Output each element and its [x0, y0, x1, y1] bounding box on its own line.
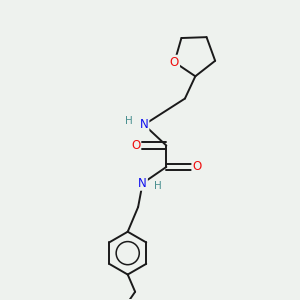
Text: N: N [140, 118, 148, 131]
Text: H: H [125, 116, 133, 126]
Text: O: O [131, 139, 140, 152]
Text: N: N [138, 177, 147, 190]
Text: O: O [192, 160, 202, 173]
Text: H: H [154, 181, 162, 191]
Text: O: O [170, 56, 179, 69]
